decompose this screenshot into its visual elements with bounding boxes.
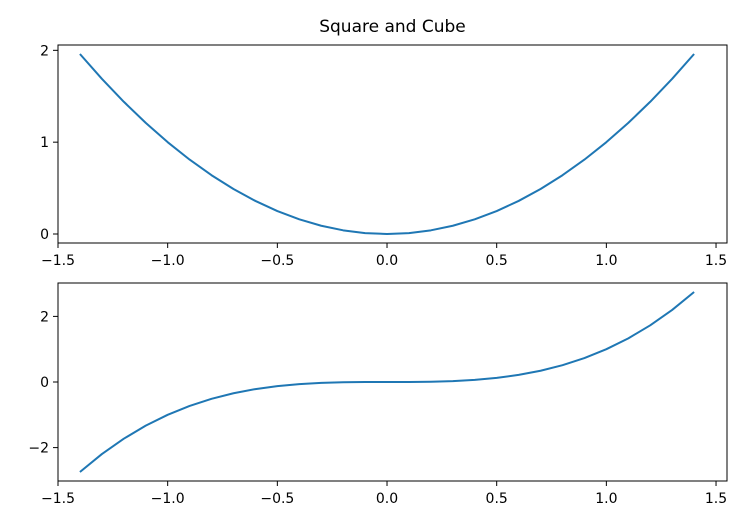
panel-cube: −1.5 −1.0 −0.5 0.0 0.5 1.0 1.5 −2 0 2 [28, 282, 728, 507]
x-tick-label: −0.5 [260, 253, 294, 269]
x-tick-label: 1.5 [705, 253, 727, 269]
x-tick-label: 0.0 [376, 491, 398, 507]
chart-title: Square and Cube [319, 17, 466, 37]
x-tick-label: 0.5 [486, 253, 508, 269]
y-tick-label: 1 [40, 135, 49, 151]
axes-frame [57, 44, 728, 244]
y-tick-label: 2 [40, 309, 49, 325]
x-tick-label: −1.5 [41, 253, 75, 269]
y-tick-label: 2 [40, 43, 49, 59]
x-tick-label: −1.0 [151, 491, 185, 507]
y-tick-label: 0 [40, 375, 49, 391]
x-tick-label: −0.5 [260, 491, 294, 507]
x-tick-label: −1.5 [41, 491, 75, 507]
series-line [79, 53, 695, 235]
panel-square: Square and Cube −1.5 −1.0 −0.5 0.0 0.5 1.0 1.5… [40, 17, 728, 269]
x-tick-label: −1.0 [151, 253, 185, 269]
y-tick-label: −2 [28, 441, 49, 457]
x-tick-label: 0.0 [376, 253, 398, 269]
series-line [79, 291, 695, 473]
x-tick-label: 1.0 [595, 253, 617, 269]
x-tick-label: 1.5 [705, 491, 727, 507]
x-tick-label: 1.0 [595, 491, 617, 507]
y-tick-label: 0 [40, 227, 49, 243]
x-tick-label: 0.5 [486, 491, 508, 507]
